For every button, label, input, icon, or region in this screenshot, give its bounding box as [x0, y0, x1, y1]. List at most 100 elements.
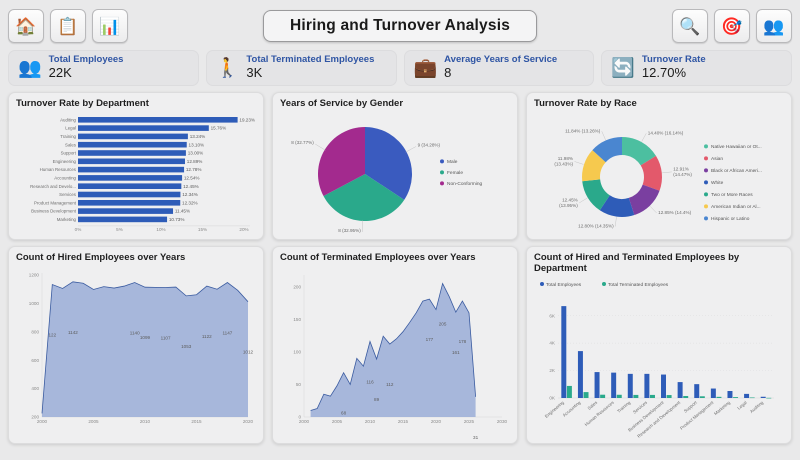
- bar[interactable]: [749, 397, 755, 399]
- bar[interactable]: [78, 133, 188, 140]
- panel-hired-over-years[interactable]: Count of Hired Employees over Years 200 4…: [8, 246, 264, 444]
- bar[interactable]: [78, 117, 238, 123]
- bar[interactable]: [78, 216, 168, 223]
- chart-text: 89: [374, 397, 380, 402]
- chart-text: 1099: [140, 335, 151, 340]
- kpi-card-total-terminated-employees[interactable]: 🚶 Total Terminated Employees 3K: [205, 50, 397, 86]
- bar[interactable]: [611, 372, 617, 398]
- bar[interactable]: [78, 200, 181, 206]
- kpi-card-average-years-of-service[interactable]: 💼 Average Years of Service 8: [403, 50, 595, 86]
- chart-text: Product Management: [34, 200, 77, 205]
- bar[interactable]: [716, 396, 722, 398]
- bar[interactable]: [677, 382, 683, 398]
- bar[interactable]: [583, 392, 589, 398]
- people-list-icon[interactable]: 👥: [756, 9, 792, 43]
- bar[interactable]: [699, 396, 705, 398]
- panel-title: Count of Hired Employees over Years: [16, 252, 186, 263]
- bar[interactable]: [566, 385, 572, 398]
- bar[interactable]: [616, 394, 622, 398]
- chart-text: Human Resources: [584, 399, 616, 427]
- kpi-label: Total Employees: [48, 54, 124, 66]
- chart-text: 12.80% (14.35%): [578, 224, 614, 229]
- chart-text: 161: [452, 350, 460, 355]
- bar[interactable]: [78, 125, 209, 131]
- donut-slice[interactable]: [582, 179, 610, 211]
- kpi-card-total-employees[interactable]: 👥 Total Employees 22K: [8, 50, 199, 86]
- bar[interactable]: [78, 158, 185, 165]
- chart-text: 12.45%: [183, 184, 199, 189]
- donut-slice[interactable]: [599, 195, 635, 217]
- document-search-icon[interactable]: 🔍: [672, 9, 708, 43]
- bar[interactable]: [78, 191, 181, 198]
- bar[interactable]: [649, 394, 655, 398]
- donut-slice[interactable]: [628, 184, 660, 216]
- pie-slice[interactable]: [365, 127, 412, 200]
- panel-terminated-over-years[interactable]: Count of Terminated Employees over Years…: [272, 246, 518, 444]
- bar[interactable]: [577, 351, 583, 398]
- bar[interactable]: [78, 175, 183, 181]
- bar[interactable]: [661, 374, 666, 398]
- panel-turnover-rate-by-department[interactable]: Turnover Rate by Department Auditing 19.2…: [8, 92, 264, 240]
- chart-text: 100: [293, 349, 301, 354]
- chart-hired-terminated-by-department[interactable]: Total Employees Total Terminated Employee…: [534, 276, 784, 449]
- chart-hired-over-years[interactable]: 200 400 600 800 1000 1200 2000 2005 2010 2015 2020…: [16, 265, 256, 438]
- donut-slice[interactable]: [640, 155, 662, 191]
- chart-text: 13.00%: [188, 151, 204, 156]
- chart-text: 600: [31, 358, 39, 363]
- clipboard-report-icon[interactable]: 📋: [50, 9, 86, 43]
- chart-text: Sales: [587, 399, 599, 410]
- bar[interactable]: [694, 384, 700, 398]
- bar[interactable]: [627, 373, 633, 398]
- bar[interactable]: [78, 141, 187, 148]
- panel-years-of-service-by-gender[interactable]: Years of Service by Gender 9 (34.28%) 8 (…: [272, 92, 518, 240]
- panel-turnover-rate-by-race[interactable]: Turnover Rate by Race 14.40% (16.14%) 12.…: [526, 92, 792, 240]
- bar[interactable]: [78, 150, 186, 156]
- home-dashboard-icon[interactable]: 🏠: [8, 9, 44, 43]
- bar[interactable]: [644, 373, 650, 398]
- people-target-icon[interactable]: 🎯: [714, 9, 750, 43]
- donut-slice[interactable]: [622, 137, 656, 166]
- area-line[interactable]: [310, 282, 476, 411]
- chart-terminated-over-years[interactable]: 0 50 100 150 200 2000 2005 2010 2015 2020 2025 2030…: [280, 265, 510, 440]
- kpi-card-turnover-rate[interactable]: 🔄 Turnover Rate 12.70%: [601, 50, 792, 86]
- legend-swatch: [704, 168, 708, 173]
- chart-text: Support: [61, 151, 77, 156]
- panel-title: Turnover Rate by Race: [534, 98, 637, 109]
- bar[interactable]: [78, 208, 174, 214]
- chart-years-of-service-by-gender[interactable]: 9 (34.28%) 8 (32.95%) 8 (32.77%) Male Female…: [280, 111, 510, 234]
- bar[interactable]: [561, 306, 567, 398]
- bar[interactable]: [744, 393, 750, 398]
- bar[interactable]: [594, 372, 600, 398]
- kpi-value: 22K: [48, 64, 72, 80]
- chart-text: 12.78%: [186, 167, 202, 172]
- legend-swatch: [704, 216, 708, 221]
- panel-hired-terminated-by-department[interactable]: Count of Hired and Terminated Employees …: [526, 246, 792, 444]
- area-line[interactable]: [41, 281, 249, 414]
- bar[interactable]: [766, 397, 772, 399]
- chart-text: (13.95%): [559, 203, 578, 208]
- chart-exchange-icon[interactable]: 📊: [92, 9, 128, 43]
- donut-slice[interactable]: [592, 137, 622, 163]
- bar[interactable]: [78, 166, 185, 173]
- chart-text: 177: [426, 337, 434, 342]
- bar[interactable]: [78, 183, 182, 189]
- chart-text: 15.76%: [211, 126, 227, 131]
- bar[interactable]: [727, 391, 733, 398]
- bar[interactable]: [600, 394, 606, 398]
- area-fill: [310, 283, 476, 417]
- pie-slice[interactable]: [318, 127, 365, 197]
- bar[interactable]: [710, 388, 716, 398]
- bar[interactable]: [760, 396, 766, 398]
- chart-text: 10.73%: [169, 217, 185, 222]
- chart-text: 400: [31, 386, 39, 391]
- bar[interactable]: [633, 394, 639, 398]
- chart-turnover-rate-by-race[interactable]: 14.40% (16.14%) 12.91% (14.47%) 12.85% (14.…: [534, 111, 784, 234]
- chart-text: Native Hawaiian or Ot...: [711, 144, 762, 150]
- bar[interactable]: [733, 397, 739, 398]
- pie-slice[interactable]: [323, 174, 405, 221]
- bar[interactable]: [683, 396, 689, 398]
- chart-text: Total Terminated Employees: [608, 282, 669, 288]
- chart-turnover-rate-by-department[interactable]: Auditing 19.23% Legal 15.76% Training 13.24% S…: [16, 111, 256, 234]
- donut-slice[interactable]: [582, 150, 606, 182]
- bar[interactable]: [666, 395, 672, 398]
